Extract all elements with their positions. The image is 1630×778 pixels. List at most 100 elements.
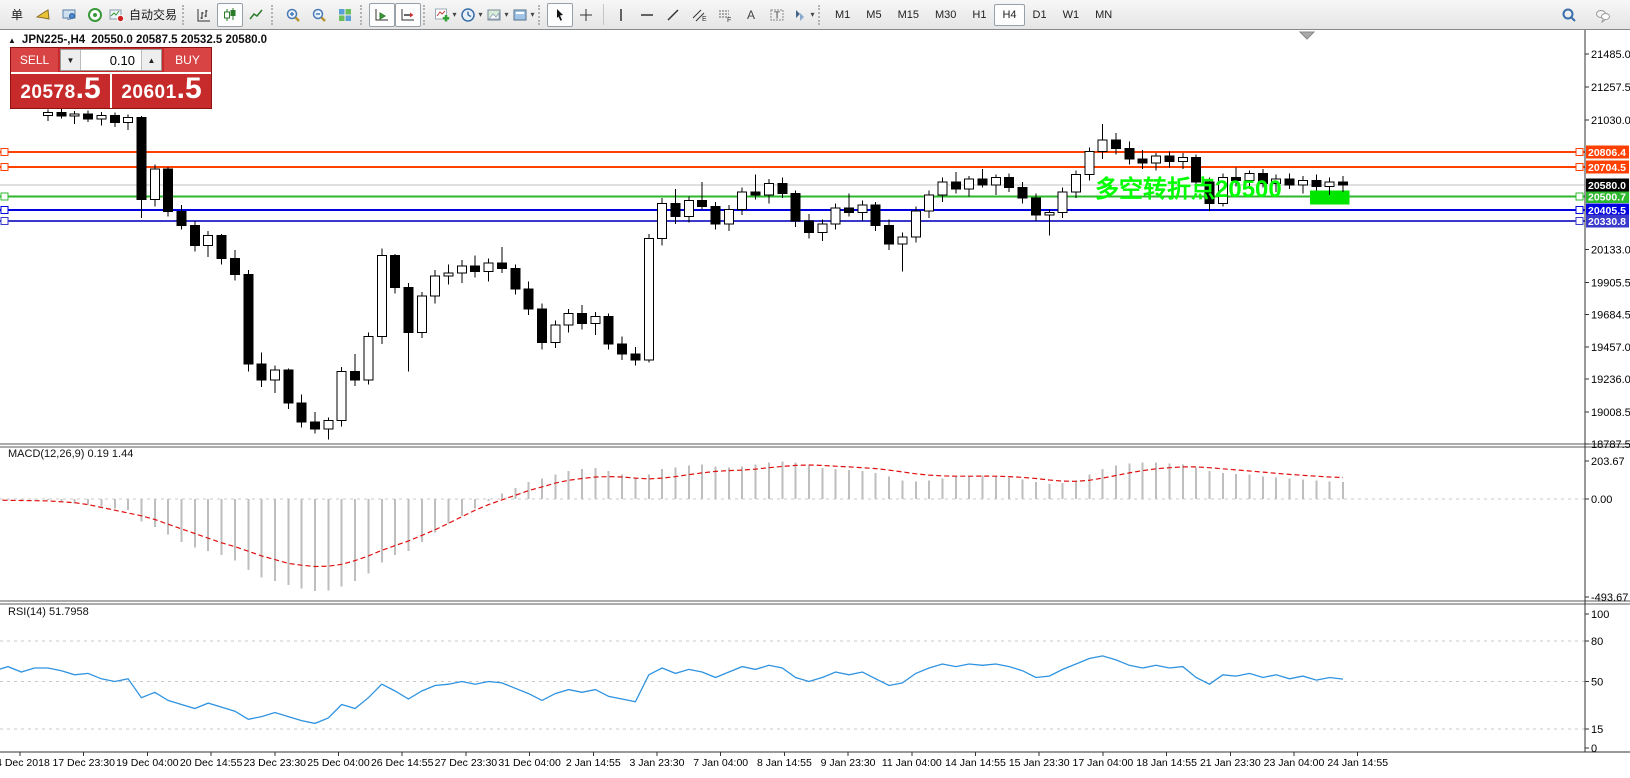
channel-button[interactable]: E <box>686 3 712 27</box>
candle <box>683 200 694 218</box>
timeframe-m30[interactable]: M30 <box>934 8 957 21</box>
volume-decrease-button[interactable]: ▼ <box>61 50 81 70</box>
macd-indicator-label: MACD(12,26,9) 0.19 1.44 <box>8 448 134 460</box>
new-order-button[interactable]: 单 <box>4 3 30 27</box>
candle <box>1297 180 1308 186</box>
autotrading-button[interactable]: 自动交易 <box>108 3 180 27</box>
price-tag <box>1586 189 1629 203</box>
trendline-icon <box>667 8 679 21</box>
candle <box>430 275 441 297</box>
sell-price[interactable]: 20578 .5 <box>11 74 111 108</box>
candle <box>910 210 921 238</box>
trendline-button[interactable] <box>660 3 686 27</box>
candle <box>1057 191 1068 213</box>
chart-shift-icon <box>401 8 415 20</box>
candle <box>1111 139 1121 150</box>
time-tick-label: 21 Jan 23:30 <box>1200 757 1261 769</box>
volume-input[interactable]: 0.10 <box>81 50 141 70</box>
timeframe-w1[interactable]: W1 <box>1062 8 1080 21</box>
candle <box>390 255 401 288</box>
candle <box>1324 181 1335 187</box>
sell-price-main: 20578 <box>20 82 76 103</box>
one-click-trading-panel: SELL ▼ 0.10 ▲ BUY 20578 .5 20601 .5 <box>10 47 212 109</box>
price-tick-label: 21257.5 <box>1591 82 1630 94</box>
candle <box>1044 211 1055 216</box>
svg-text:F: F <box>727 17 731 23</box>
profiles-button[interactable]: ▾ <box>510 3 536 27</box>
fibonacci-button[interactable]: F <box>712 3 738 27</box>
buy-button[interactable]: BUY <box>164 48 211 72</box>
periods-button[interactable]: ▾ <box>458 3 484 27</box>
timeframe-d1[interactable]: D1 <box>1032 8 1047 21</box>
zoom-out-button[interactable] <box>306 3 332 27</box>
chevron-down-icon: ▾ <box>530 10 535 19</box>
candle <box>830 207 841 225</box>
line-chart-button[interactable] <box>243 3 269 27</box>
sell-button[interactable]: SELL <box>11 48 58 72</box>
macd-plot <box>0 461 1344 592</box>
price-tag <box>1586 178 1629 192</box>
text-button[interactable]: A <box>738 3 764 27</box>
chart-shift-button[interactable] <box>395 2 422 27</box>
zoom-in-button[interactable] <box>280 3 306 27</box>
macd-tick-label: 0.00 <box>1591 494 1612 506</box>
auto-scroll-icon <box>375 8 389 20</box>
candle <box>256 363 267 381</box>
text-label-button[interactable]: T <box>764 3 790 27</box>
candle <box>403 286 414 333</box>
line-handle <box>0 162 9 171</box>
candle <box>483 262 494 273</box>
candle <box>1177 156 1188 163</box>
tile-windows-button[interactable] <box>332 3 358 27</box>
buy-price[interactable]: 20601 .5 <box>111 74 211 108</box>
candle <box>1257 172 1268 184</box>
timeframe-m15[interactable]: M15 <box>897 8 919 21</box>
volume-increase-button[interactable]: ▲ <box>141 50 161 70</box>
templates-button[interactable]: ▾ <box>484 3 510 27</box>
candle <box>163 168 174 213</box>
line-handle <box>1575 162 1584 171</box>
time-tick-label: 8 Jan 14:55 <box>757 757 812 769</box>
chat-button[interactable] <box>1590 3 1616 27</box>
strategy-tester-button[interactable] <box>82 3 108 27</box>
candle <box>69 113 80 117</box>
terminal-button[interactable] <box>56 3 82 27</box>
candle <box>83 113 94 120</box>
chart-title: ▲ JPN225-,H4 20550.0 20587.5 20532.5 205… <box>8 34 267 46</box>
price-tick-label: 19008.5 <box>1591 407 1630 419</box>
timeframe-mn[interactable]: MN <box>1095 8 1113 21</box>
auto-scroll-button[interactable] <box>369 2 396 27</box>
indicators-button[interactable]: ▾ <box>432 3 458 27</box>
fibonacci-icon: F <box>719 10 731 23</box>
highlight-rect[interactable] <box>1309 190 1350 205</box>
text-label-icon: T <box>770 9 784 21</box>
panel-collapse-icon[interactable]: ▲ <box>8 35 16 45</box>
toolbar-grip <box>538 4 543 25</box>
crosshair-button[interactable] <box>573 3 599 27</box>
timeframe-m5[interactable]: M5 <box>866 8 882 21</box>
timeframe-h1[interactable]: H1 <box>972 8 987 21</box>
candle <box>323 419 334 430</box>
megaphone-button[interactable] <box>30 3 56 27</box>
chart-text-annotation[interactable]: 多空转折点20500 <box>1095 175 1282 203</box>
zoom-in-icon <box>286 8 300 22</box>
chart-canvas[interactable]: 多空转折点20500 21485.0 21257.5 21030.0 20133.0 19… <box>0 30 1630 778</box>
candle <box>363 336 374 381</box>
chart-shift-marker[interactable] <box>1298 31 1316 40</box>
candle <box>109 114 120 124</box>
horizontal-line-button[interactable] <box>634 3 660 27</box>
arrows-button[interactable]: ▾ <box>790 3 816 27</box>
bar-chart-button[interactable] <box>191 3 217 27</box>
candle <box>189 224 200 247</box>
timeframe-h4[interactable]: H4 <box>994 3 1025 26</box>
candle <box>456 265 467 274</box>
candle <box>563 313 574 326</box>
candlestick-chart-button[interactable] <box>217 2 244 27</box>
candle <box>750 191 761 196</box>
search-button[interactable] <box>1556 3 1582 27</box>
crosshair-icon <box>580 8 593 21</box>
vertical-line-button[interactable] <box>608 3 634 27</box>
cursor-button[interactable] <box>547 2 574 27</box>
timeframe-m1[interactable]: M1 <box>835 8 851 21</box>
